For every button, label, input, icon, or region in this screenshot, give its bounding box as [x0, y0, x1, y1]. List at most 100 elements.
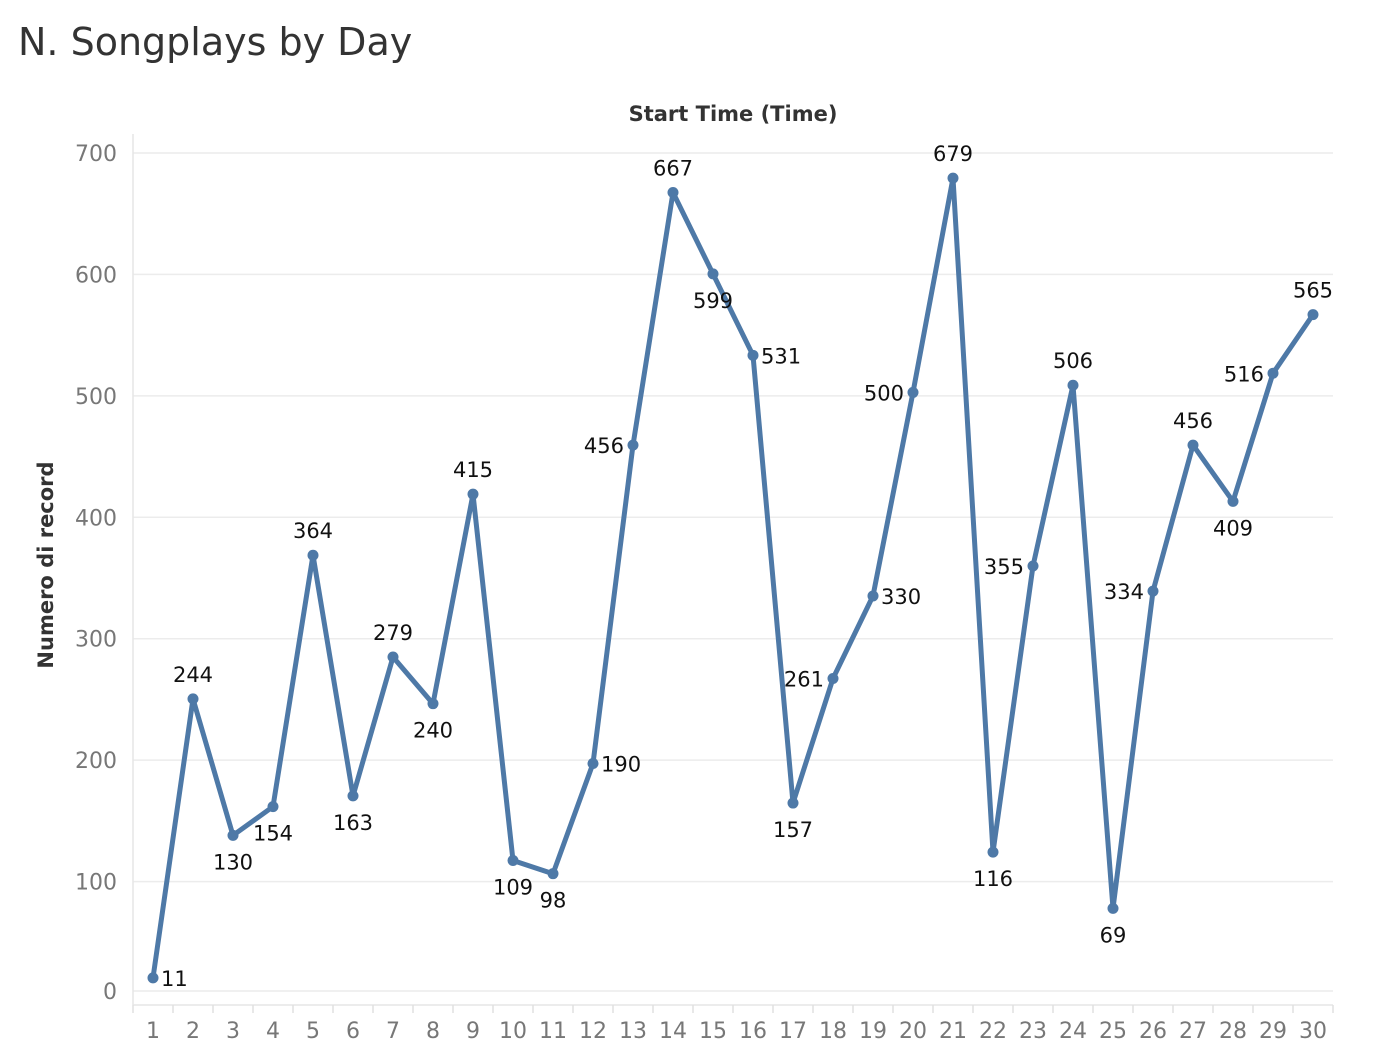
data-label: 240	[413, 719, 453, 743]
x-tick-label: 26	[1139, 1019, 1167, 1044]
data-label: 279	[373, 621, 413, 645]
data-label: 116	[973, 867, 1013, 891]
x-tick-label: 24	[1059, 1019, 1087, 1044]
x-tick-label: 21	[939, 1019, 967, 1044]
data-point[interactable]	[947, 172, 959, 184]
y-axis-title: Numero di record	[34, 461, 58, 668]
data-label: 11	[161, 967, 188, 991]
x-tick-label: 6	[346, 1019, 360, 1044]
data-label: 130	[213, 850, 253, 874]
x-tick-label: 9	[466, 1019, 480, 1044]
data-point[interactable]	[547, 868, 559, 880]
x-tick-label: 4	[266, 1019, 280, 1044]
data-label: 506	[1053, 349, 1093, 373]
data-point[interactable]	[467, 488, 479, 500]
data-label: 244	[173, 663, 213, 687]
data-point[interactable]	[787, 797, 799, 809]
y-axis-ticks: 0 100 200 300 400 500 600 700	[75, 142, 117, 1005]
x-tick-label: 25	[1099, 1019, 1127, 1044]
x-tick-label: 12	[579, 1019, 607, 1044]
data-point[interactable]	[1267, 367, 1279, 379]
data-label: 154	[253, 822, 293, 846]
x-axis-title: Start Time (Time)	[629, 102, 838, 126]
data-label: 190	[601, 753, 641, 777]
x-tick-label: 10	[499, 1019, 527, 1044]
data-label: 334	[1104, 580, 1144, 604]
data-point[interactable]	[667, 187, 679, 199]
data-label: 456	[1173, 409, 1213, 433]
data-label: 261	[784, 668, 824, 692]
data-label: 364	[293, 519, 333, 543]
data-label: 415	[453, 458, 493, 482]
data-point[interactable]	[427, 698, 439, 710]
data-point[interactable]	[907, 386, 919, 398]
x-tick-label: 23	[1019, 1019, 1047, 1044]
chart-title: N. Songplays by Day	[18, 20, 413, 64]
x-tick-label: 8	[426, 1019, 440, 1044]
data-point[interactable]	[1187, 439, 1199, 451]
data-point[interactable]	[707, 268, 719, 280]
data-label: 355	[984, 555, 1024, 579]
data-point[interactable]	[307, 549, 319, 561]
x-tick-label: 1	[146, 1019, 160, 1044]
x-tick-label: 5	[306, 1019, 320, 1044]
data-label: 516	[1224, 362, 1264, 386]
data-point[interactable]	[867, 590, 879, 602]
x-tick-label: 20	[899, 1019, 927, 1044]
data-label: 69	[1100, 923, 1127, 947]
x-tick-label: 3	[226, 1019, 240, 1044]
x-tick-label: 30	[1299, 1019, 1327, 1044]
x-tick-label: 19	[859, 1019, 887, 1044]
data-label: 98	[540, 889, 567, 913]
data-point[interactable]	[827, 673, 839, 685]
x-axis-ticks: 1 2 3 4 5 6 7 8 9 10 11 12 13 14 15 16 17 18 19 20 21 22 23 24 2…	[132, 1005, 1334, 1044]
y-tick-label: 100	[75, 871, 117, 896]
data-point[interactable]	[747, 349, 759, 361]
data-point[interactable]	[1107, 902, 1119, 914]
data-point[interactable]	[1147, 585, 1159, 597]
data-point[interactable]	[1067, 379, 1079, 391]
data-label: 679	[933, 142, 973, 166]
data-point[interactable]	[587, 758, 599, 770]
x-tick-label: 18	[819, 1019, 847, 1044]
x-tick-label: 17	[779, 1019, 807, 1044]
x-tick-label: 2	[186, 1019, 200, 1044]
data-point[interactable]	[347, 790, 359, 802]
x-tick-label: 14	[659, 1019, 687, 1044]
data-label: 163	[333, 811, 373, 835]
data-label: 157	[773, 818, 813, 842]
data-point[interactable]	[1307, 309, 1319, 321]
data-label: 330	[881, 585, 921, 609]
data-point[interactable]	[1027, 560, 1039, 572]
x-tick-label: 11	[539, 1019, 567, 1044]
data-point[interactable]	[267, 801, 279, 813]
data-point[interactable]	[507, 855, 519, 867]
data-label: 109	[493, 876, 533, 900]
data-label: 565	[1293, 279, 1333, 303]
data-label: 531	[761, 344, 801, 368]
y-tick-label: 0	[103, 980, 117, 1005]
y-tick-label: 700	[75, 142, 117, 167]
x-tick-label: 7	[386, 1019, 400, 1044]
data-point[interactable]	[627, 439, 639, 451]
data-point[interactable]	[187, 693, 199, 705]
y-tick-label: 600	[75, 263, 117, 288]
data-point[interactable]	[987, 846, 999, 858]
data-point[interactable]	[147, 972, 159, 984]
x-tick-label: 15	[699, 1019, 727, 1044]
y-tick-label: 400	[75, 506, 117, 531]
data-point[interactable]	[387, 651, 399, 663]
data-label: 599	[693, 289, 733, 313]
data-point[interactable]	[1227, 495, 1239, 507]
data-point[interactable]	[227, 829, 239, 841]
x-tick-label: 16	[739, 1019, 767, 1044]
x-tick-label: 29	[1259, 1019, 1287, 1044]
y-tick-label: 300	[75, 628, 117, 653]
x-tick-label: 22	[979, 1019, 1007, 1044]
data-label: 456	[584, 434, 624, 458]
data-points	[147, 172, 1319, 984]
y-tick-label: 200	[75, 749, 117, 774]
x-tick-label: 13	[619, 1019, 647, 1044]
